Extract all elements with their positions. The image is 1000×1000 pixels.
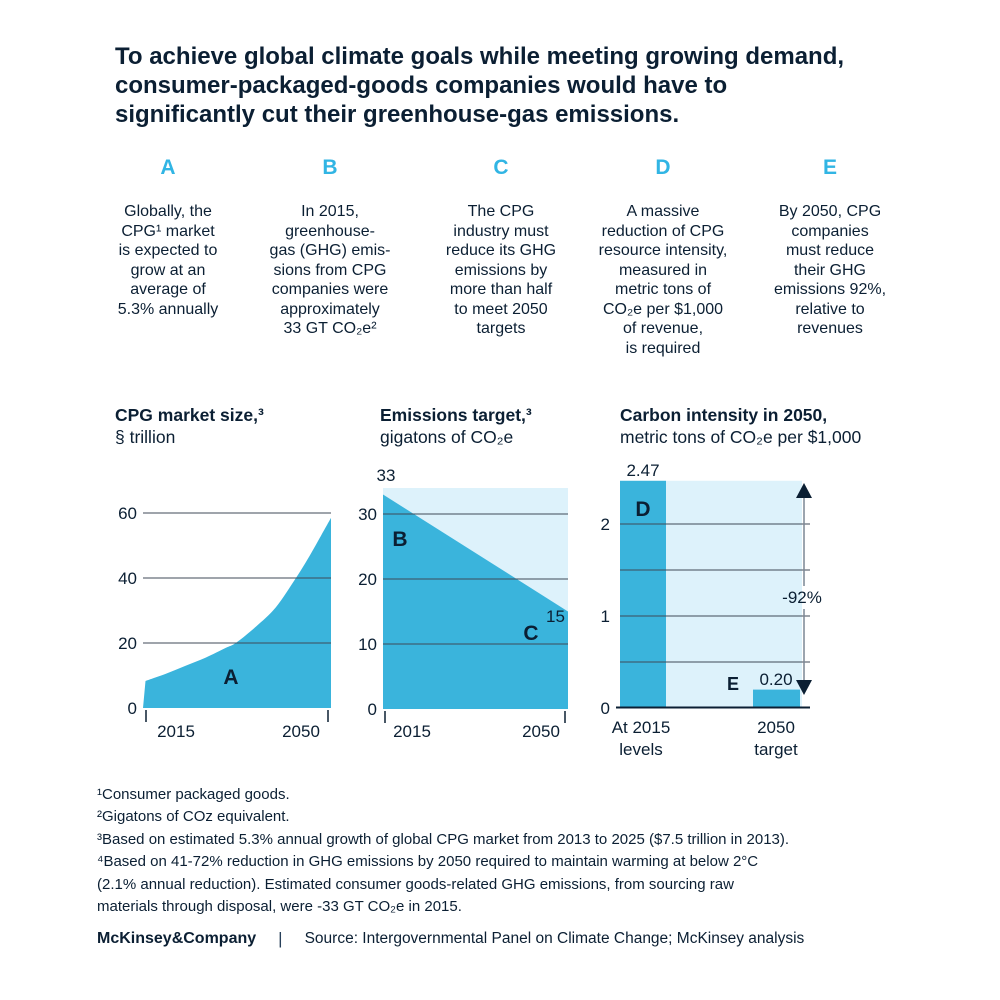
svg-text:2050: 2050	[757, 718, 795, 737]
chart-market-size-subtitle: § trillion	[115, 427, 176, 447]
svg-text:0: 0	[601, 699, 610, 718]
svg-text:C: C	[523, 622, 538, 645]
page-title: To achieve global climate goals while me…	[115, 43, 845, 128]
chart-emissions-target-title-block: Emissions target,³ gigatons of CO₂e	[380, 404, 532, 448]
svg-text:0: 0	[128, 699, 137, 718]
chart-carbon-intensity: 0 1 2 2.47 0.20 D E -92% At 2015 levels 2050 target	[601, 461, 822, 759]
column-a-letter: A	[160, 156, 176, 179]
bar-2050-target	[753, 689, 800, 708]
svg-text:D: D	[635, 498, 650, 521]
column-c: C The CPG industry must reduce its GHG e…	[416, 156, 586, 339]
arrow-up-icon	[796, 483, 812, 498]
column-e-text: By 2050, CPG companies must reduce their…	[773, 203, 887, 337]
column-d-letter: D	[655, 156, 671, 179]
svg-text:30: 30	[358, 505, 377, 524]
svg-text:A: A	[223, 666, 238, 689]
column-d-text: A massive reduction of CPG resource inte…	[598, 203, 728, 357]
chart-emissions-target-subtitle: gigatons of CO₂e	[380, 427, 514, 447]
chart-carbon-intensity-subtitle: metric tons of CO₂e per $1,000	[620, 427, 862, 447]
column-b-text: In 2015, greenhouse- gas (GHG) emis- sio…	[269, 203, 391, 337]
chart-market-size-title-block: CPG market size,³ § trillion	[115, 404, 264, 448]
column-b: B In 2015, greenhouse- gas (GHG) emis- s…	[245, 156, 415, 339]
svg-text:20: 20	[118, 634, 137, 653]
chart-emissions-target: 0 10 20 30 33 15 B C 2015 2050	[358, 466, 568, 741]
svg-text:60: 60	[118, 504, 137, 523]
svg-text:40: 40	[118, 569, 137, 588]
emissions-area	[383, 494, 568, 709]
svg-text:20: 20	[358, 570, 377, 589]
chart-emissions-target-title: Emissions target,³	[380, 405, 532, 425]
svg-text:2015: 2015	[157, 722, 195, 741]
column-a: A Globally, the CPG¹ market is expected …	[83, 156, 253, 319]
footer: McKinsey&Company | Source: Intergovernme…	[97, 929, 804, 949]
svg-text:0.20: 0.20	[759, 670, 792, 689]
svg-text:At 2015: At 2015	[612, 718, 671, 737]
arrow-down-icon	[796, 680, 812, 695]
column-c-letter: C	[493, 156, 509, 179]
footer-divider: |	[278, 929, 283, 948]
svg-text:target: target	[754, 740, 798, 759]
market-size-area	[143, 517, 331, 708]
chart-market-size-title: CPG market size,³	[115, 405, 264, 425]
column-a-text: Globally, the CPG¹ market is expected to…	[117, 203, 219, 318]
svg-text:1: 1	[601, 607, 610, 626]
svg-text:E: E	[727, 674, 739, 694]
svg-text:15: 15	[546, 607, 565, 626]
source-text: Source: Intergovernmental Panel on Clima…	[304, 930, 805, 947]
column-e-letter: E	[822, 156, 837, 179]
column-e: E By 2050, CPG companies must reduce the…	[745, 156, 915, 339]
charts-svg: 0 20 40 60 2015 2050 A 0 10 20 30 33 15 B C 2015 2050 0 1 2…	[118, 461, 822, 759]
svg-text:levels: levels	[619, 740, 662, 759]
svg-text:2015: 2015	[393, 722, 431, 741]
svg-text:0: 0	[368, 700, 377, 719]
svg-text:2: 2	[601, 515, 610, 534]
bar-2015-levels	[620, 480, 666, 708]
svg-text:2050: 2050	[282, 722, 320, 741]
column-b-letter: B	[322, 156, 338, 179]
svg-text:B: B	[392, 528, 407, 551]
chart-market-size: 0 20 40 60 2015 2050 A	[118, 504, 331, 741]
column-c-text: The CPG industry must reduce its GHG emi…	[445, 203, 557, 337]
svg-text:33: 33	[377, 466, 396, 485]
chart-carbon-intensity-title-block: Carbon intensity in 2050, metric tons of…	[620, 404, 861, 448]
footnotes: ¹Consumer packaged goods. ²Gigatons of C…	[97, 786, 790, 916]
svg-text:-92%: -92%	[782, 588, 822, 607]
svg-text:2.47: 2.47	[626, 461, 659, 480]
brand-logo-text: McKinsey&Company	[97, 930, 257, 947]
svg-text:10: 10	[358, 635, 377, 654]
column-d: D A massive reduction of CPG resource in…	[578, 156, 748, 358]
chart-carbon-intensity-title: Carbon intensity in 2050,	[620, 405, 828, 425]
svg-text:2050: 2050	[522, 722, 560, 741]
